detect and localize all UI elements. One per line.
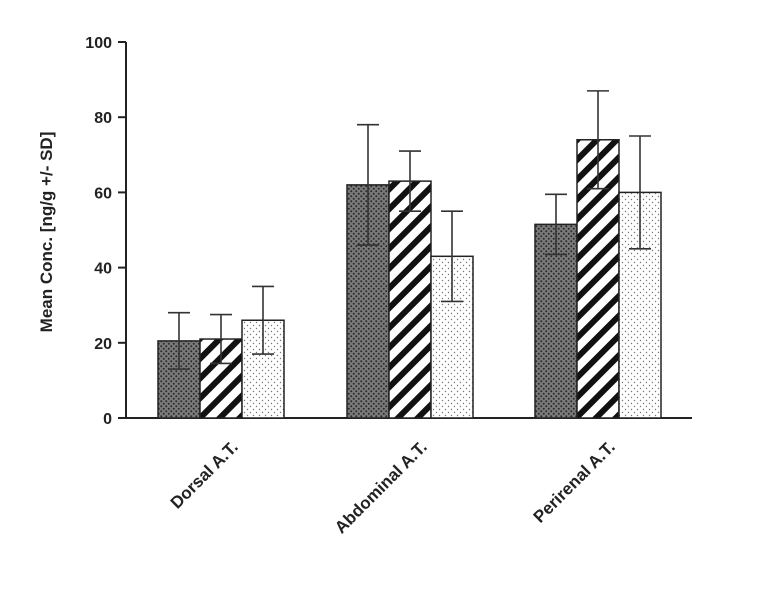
- x-tick-label: Perirenal A.T.: [530, 437, 619, 526]
- y-tick-label: 80: [94, 110, 112, 127]
- y-tick-label: 40: [94, 261, 112, 278]
- x-tick-label: Abdominal A.T.: [331, 437, 431, 537]
- y-axis-title: Mean Conc. [ng/g +/- SD]: [37, 132, 56, 333]
- bar: [388, 180, 432, 419]
- category-labels: Dorsal A.T. Abdominal A.T. Perirenal A.T.: [167, 437, 619, 537]
- y-axis: 0 20 40 60 80 100: [85, 35, 127, 428]
- y-tick-label: 100: [85, 35, 112, 52]
- y-tick-label: 0: [103, 411, 112, 428]
- y-tick-label: 20: [94, 336, 112, 353]
- bars: [157, 139, 662, 419]
- x-tick-label: Dorsal A.T.: [167, 437, 242, 512]
- y-tick-label: 60: [94, 185, 112, 202]
- error-bars: [168, 90, 651, 370]
